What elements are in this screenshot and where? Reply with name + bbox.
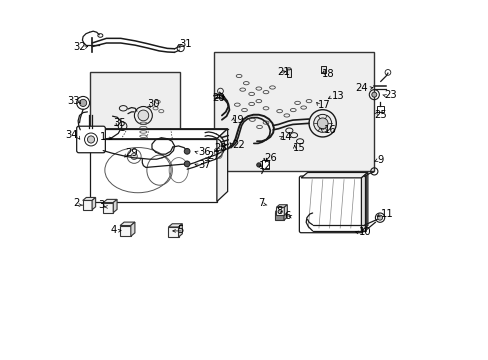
Text: 5: 5	[177, 225, 183, 235]
Text: 15: 15	[292, 143, 305, 153]
Circle shape	[80, 99, 86, 107]
Text: 9: 9	[376, 155, 383, 165]
Bar	[376, 106, 383, 112]
Text: 17: 17	[317, 100, 330, 110]
Text: 31: 31	[179, 40, 191, 49]
Text: 6: 6	[284, 211, 290, 221]
Circle shape	[377, 215, 382, 220]
Text: 1: 1	[100, 132, 106, 142]
Text: 3: 3	[98, 200, 104, 210]
Bar	[89, 72, 180, 130]
Text: 7: 7	[257, 198, 264, 208]
Polygon shape	[217, 129, 227, 202]
Bar	[286, 69, 290, 77]
Text: 33: 33	[67, 96, 80, 106]
Polygon shape	[131, 222, 135, 236]
Text: 16: 16	[323, 125, 335, 135]
Text: 24: 24	[355, 83, 367, 93]
Text: 18: 18	[321, 69, 333, 79]
Text: 11: 11	[380, 209, 393, 219]
Text: 34: 34	[65, 130, 78, 140]
Polygon shape	[275, 209, 286, 212]
Polygon shape	[120, 222, 135, 226]
Text: 30: 30	[147, 99, 159, 109]
Bar	[214, 51, 373, 171]
Polygon shape	[361, 172, 367, 231]
Polygon shape	[284, 205, 287, 215]
Text: 2: 2	[73, 198, 80, 208]
Text: 20: 20	[212, 93, 224, 103]
Polygon shape	[92, 197, 96, 210]
Circle shape	[138, 110, 148, 121]
Bar	[276, 207, 284, 215]
FancyBboxPatch shape	[77, 126, 105, 153]
FancyBboxPatch shape	[299, 176, 363, 233]
Polygon shape	[168, 224, 182, 227]
Circle shape	[313, 114, 331, 132]
Polygon shape	[178, 224, 182, 237]
Circle shape	[317, 118, 327, 129]
Polygon shape	[301, 172, 367, 178]
Circle shape	[184, 148, 190, 154]
Bar	[89, 139, 217, 202]
Circle shape	[371, 92, 376, 97]
Polygon shape	[113, 199, 117, 213]
Polygon shape	[276, 205, 287, 207]
Bar	[275, 212, 284, 220]
Circle shape	[184, 161, 190, 167]
Bar	[168, 227, 178, 237]
Text: 35: 35	[113, 118, 125, 128]
Polygon shape	[89, 129, 227, 139]
Circle shape	[87, 136, 94, 143]
Circle shape	[256, 163, 261, 167]
Text: 37: 37	[198, 160, 210, 170]
Polygon shape	[82, 197, 96, 201]
Text: 29: 29	[125, 148, 138, 158]
Polygon shape	[284, 209, 286, 220]
Text: 32: 32	[73, 42, 86, 51]
Polygon shape	[103, 199, 117, 203]
Text: 22: 22	[231, 140, 244, 150]
Text: 36: 36	[198, 147, 210, 157]
Ellipse shape	[286, 68, 290, 70]
Text: 26: 26	[264, 153, 276, 163]
Text: 10: 10	[359, 227, 371, 237]
Text: 28: 28	[214, 143, 226, 153]
Bar	[103, 203, 113, 213]
Text: 12: 12	[258, 161, 271, 171]
Bar	[82, 201, 92, 210]
Text: 13: 13	[332, 91, 344, 101]
Text: 21: 21	[276, 67, 289, 77]
Text: 14: 14	[280, 132, 292, 142]
Text: 27: 27	[206, 150, 219, 161]
Bar	[261, 160, 268, 169]
Bar	[320, 66, 325, 73]
Text: 25: 25	[373, 110, 386, 120]
Text: 4: 4	[111, 225, 117, 235]
Text: 19: 19	[231, 115, 244, 125]
Circle shape	[131, 153, 137, 159]
Bar	[120, 226, 131, 236]
Text: 23: 23	[384, 90, 396, 100]
Text: 8: 8	[276, 206, 283, 216]
